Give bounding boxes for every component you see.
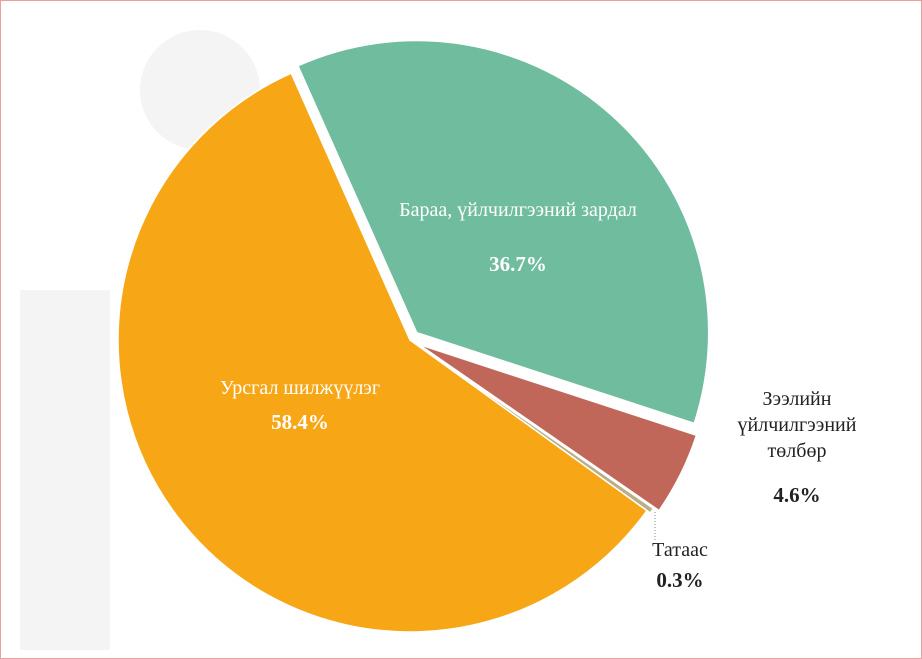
slice-value: 36.7% <box>489 252 547 276</box>
slice-label: Бараа, үйлчилгээний зардал <box>399 199 637 221</box>
pie-slice <box>418 343 698 512</box>
slice-value: 58.4% <box>271 410 329 434</box>
watermark <box>20 30 260 650</box>
pie-slice <box>117 72 648 633</box>
slice-value: 0.3% <box>656 568 704 592</box>
pie-slice <box>296 39 710 425</box>
slice-label: Урсгал шилжүүлэг <box>219 377 381 399</box>
slice-label: Зээлийн үйлчилгээний төлбөр <box>737 388 857 462</box>
slice-value: 4.6% <box>773 483 821 507</box>
slice-label: Татаас <box>652 539 708 561</box>
